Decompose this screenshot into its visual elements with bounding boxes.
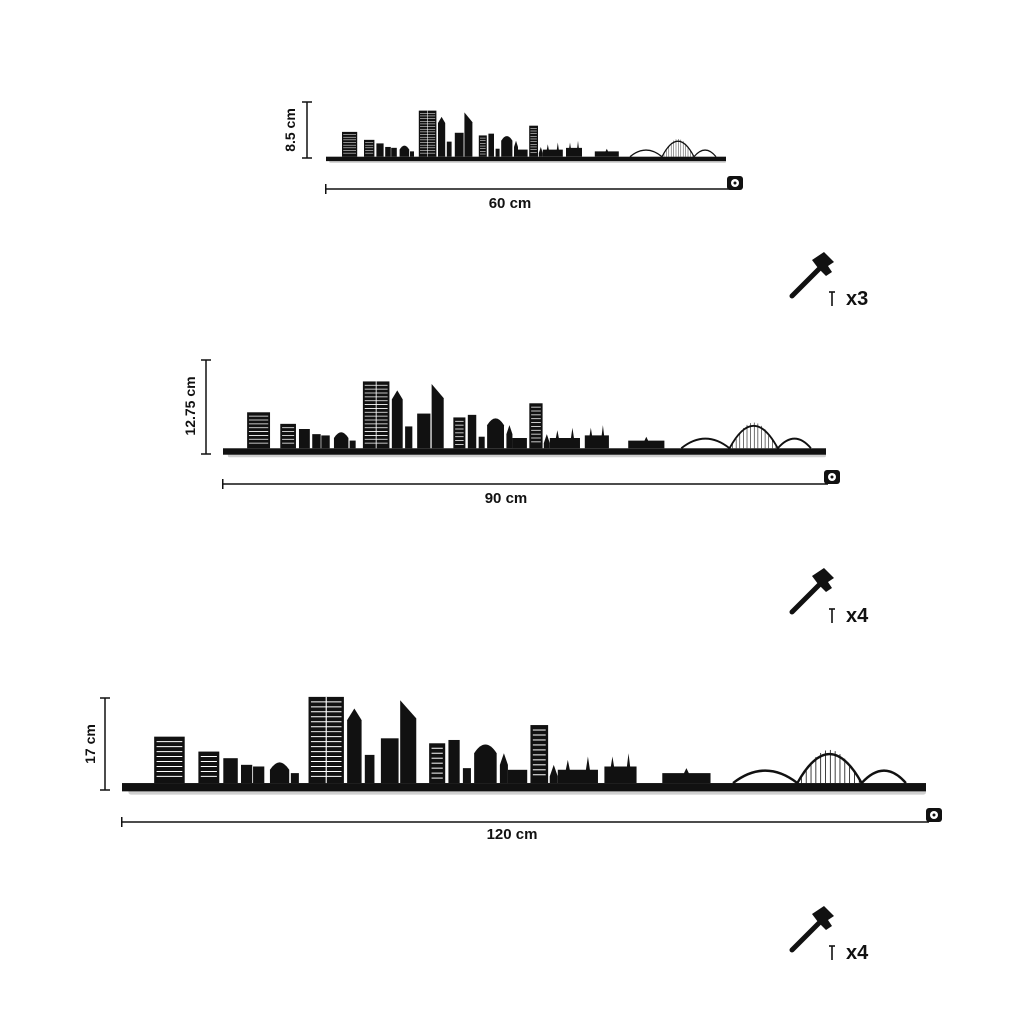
nail-icon [829,291,835,306]
fixing-quantity: x4 [846,942,869,964]
width-line-small [325,184,730,194]
skyline-artwork-large [122,696,926,795]
height-bracket-large [100,697,110,791]
height-bracket-medium [201,359,211,455]
height-label-medium: 12.75 cm [182,376,198,436]
hammer-icon [789,252,834,299]
nail-icon [829,945,835,960]
width-label-large: 120 cm [486,826,538,843]
width-label-small: 60 cm [488,195,532,212]
hammer-icon [789,906,834,953]
height-label-small: 8.5 cm [282,108,298,152]
tape-measure-icon [727,176,743,190]
tape-measure-icon [824,470,840,484]
width-line-large [121,817,929,827]
height-label-large: 17 cm [82,724,98,764]
skyline-artwork-medium [223,381,827,458]
tape-measure-icon [926,808,942,822]
width-label-medium: 90 cm [484,490,528,507]
nail-icon [829,608,835,623]
height-bracket-small [302,101,312,159]
hammer-icon [789,568,834,615]
width-line-medium [222,479,828,489]
fixing-quantity: x3 [846,288,869,310]
skyline-artwork-small [326,110,726,163]
fixing-quantity: x4 [846,605,869,627]
